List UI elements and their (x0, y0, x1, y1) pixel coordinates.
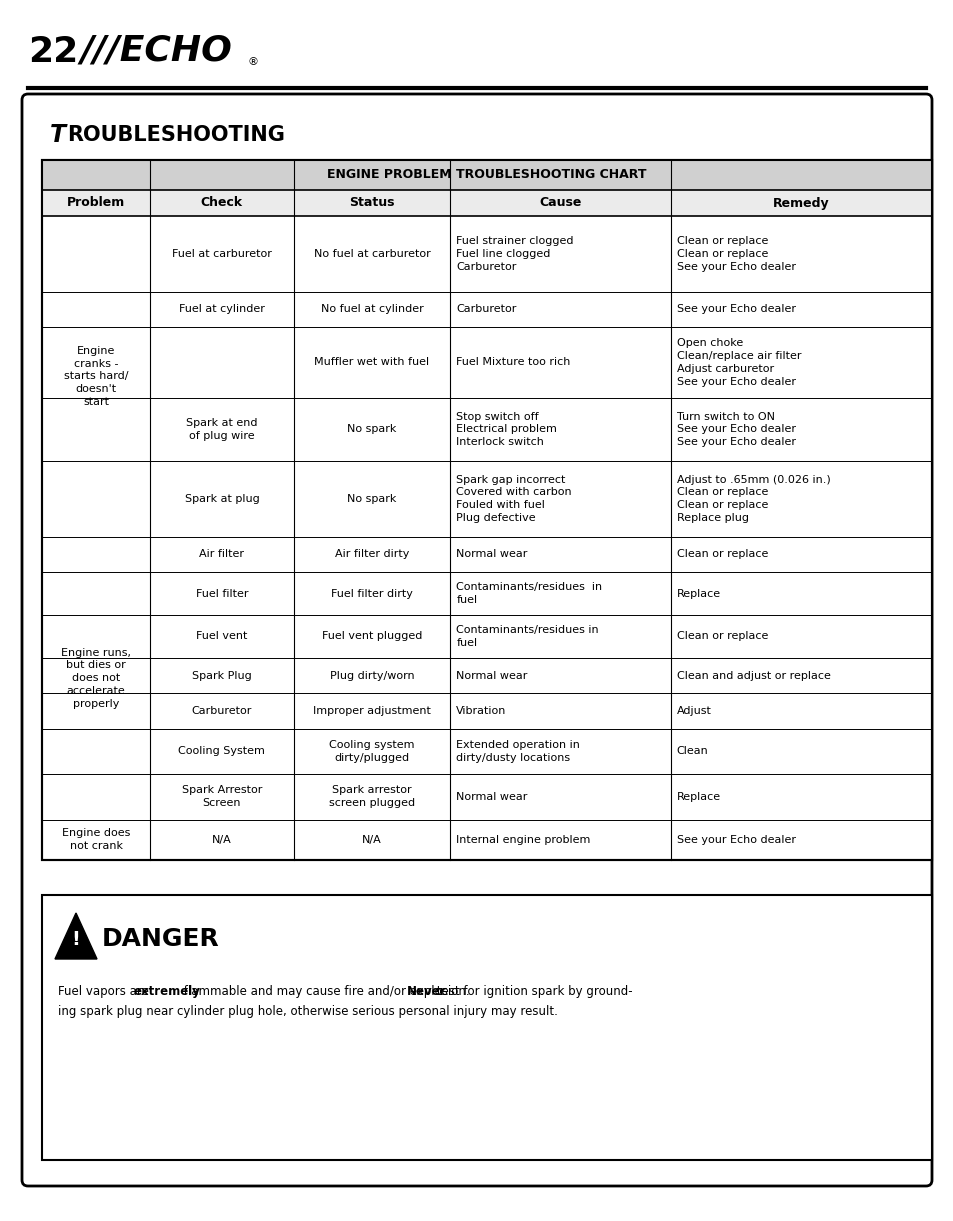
Text: Fuel at carburetor: Fuel at carburetor (172, 249, 272, 259)
Text: Contaminants/residues  in
fuel: Contaminants/residues in fuel (456, 582, 601, 604)
Text: Adjust: Adjust (676, 706, 711, 716)
Bar (42, 895, 931, 1160)
Text: ROUBLESHOOTING: ROUBLESHOOTING (67, 125, 285, 145)
Text: Improper adjustment: Improper adjustment (313, 706, 431, 716)
Text: Never: Never (406, 985, 446, 998)
Text: Cooling System: Cooling System (178, 746, 265, 756)
Text: No spark: No spark (347, 493, 396, 504)
Text: T: T (50, 123, 66, 147)
Text: Fuel filter dirty: Fuel filter dirty (331, 589, 413, 598)
Text: Fuel vent plugged: Fuel vent plugged (321, 631, 421, 641)
Text: ®: ® (248, 57, 258, 67)
Text: Clean or replace: Clean or replace (676, 631, 767, 641)
Text: Problem: Problem (67, 197, 125, 210)
Text: 22: 22 (28, 35, 78, 70)
Text: DANGER: DANGER (102, 927, 219, 951)
Text: Fuel strainer clogged
Fuel line clogged
Carburetor: Fuel strainer clogged Fuel line clogged … (456, 236, 573, 272)
Text: Normal wear: Normal wear (456, 549, 527, 559)
Text: Cause: Cause (538, 197, 581, 210)
Text: Open choke
Clean/replace air filter
Adjust carburetor
See your Echo dealer: Open choke Clean/replace air filter Adju… (676, 338, 801, 387)
Text: ENGINE PROBLEM TROUBLESHOOTING CHART: ENGINE PROBLEM TROUBLESHOOTING CHART (327, 168, 646, 182)
Text: extremely: extremely (133, 985, 200, 998)
Text: Vibration: Vibration (456, 706, 506, 716)
Text: Internal engine problem: Internal engine problem (456, 835, 590, 845)
Text: Plug dirty/worn: Plug dirty/worn (329, 670, 414, 680)
Text: Muffler wet with fuel: Muffler wet with fuel (314, 358, 429, 368)
Text: Spark Arrestor
Screen: Spark Arrestor Screen (182, 785, 262, 808)
Text: Spark arrestor
screen plugged: Spark arrestor screen plugged (329, 785, 415, 808)
Text: Carburetor: Carburetor (192, 706, 252, 716)
Text: Spark Plug: Spark Plug (192, 670, 252, 680)
Text: Adjust to .65mm (0.026 in.)
Clean or replace
Clean or replace
Replace plug: Adjust to .65mm (0.026 in.) Clean or rep… (676, 475, 830, 523)
Bar (42, 190, 931, 216)
Text: Replace: Replace (676, 589, 720, 598)
Text: Extended operation in
dirty/dusty locations: Extended operation in dirty/dusty locati… (456, 740, 579, 763)
Text: Fuel Mixture too rich: Fuel Mixture too rich (456, 358, 570, 368)
Text: No fuel at cylinder: No fuel at cylinder (320, 304, 423, 315)
Text: !: ! (71, 930, 80, 949)
Text: Carburetor: Carburetor (456, 304, 517, 315)
Text: Spark at end
of plug wire: Spark at end of plug wire (186, 418, 257, 441)
Text: Spark at plug: Spark at plug (184, 493, 259, 504)
Text: flammable and may cause fire and/or explosion.: flammable and may cause fire and/or expl… (180, 985, 474, 998)
Text: No fuel at carburetor: No fuel at carburetor (314, 249, 430, 259)
Text: Fuel vent: Fuel vent (196, 631, 248, 641)
Text: No spark: No spark (347, 425, 396, 435)
Text: Replace: Replace (676, 792, 720, 802)
Text: Engine
cranks -
starts hard/
doesn't
start: Engine cranks - starts hard/ doesn't sta… (64, 346, 129, 407)
Text: N/A: N/A (212, 835, 232, 845)
Text: Engine runs,
but dies or
does not
accelerate
properly: Engine runs, but dies or does not accele… (61, 647, 131, 708)
Bar (42, 160, 931, 860)
Text: Contaminants/residues in
fuel: Contaminants/residues in fuel (456, 625, 598, 648)
Text: ing spark plug near cylinder plug hole, otherwise serious personal injury may re: ing spark plug near cylinder plug hole, … (58, 1005, 558, 1018)
Text: Fuel at cylinder: Fuel at cylinder (179, 304, 265, 315)
Text: Clean or replace
Clean or replace
See your Echo dealer: Clean or replace Clean or replace See yo… (676, 236, 795, 272)
Text: Air filter dirty: Air filter dirty (335, 549, 409, 559)
Text: Check: Check (201, 197, 243, 210)
Text: Clean or replace: Clean or replace (676, 549, 767, 559)
Text: Cooling system
dirty/plugged: Cooling system dirty/plugged (329, 740, 415, 763)
Text: Fuel filter: Fuel filter (195, 589, 248, 598)
Text: Turn switch to ON
See your Echo dealer
See your Echo dealer: Turn switch to ON See your Echo dealer S… (676, 411, 795, 447)
Text: N/A: N/A (361, 835, 381, 845)
Text: ///ECHO: ///ECHO (80, 33, 232, 67)
Text: See your Echo dealer: See your Echo dealer (676, 304, 795, 315)
Text: Spark gap incorrect
Covered with carbon
Fouled with fuel
Plug defective: Spark gap incorrect Covered with carbon … (456, 475, 571, 523)
Text: Remedy: Remedy (772, 197, 829, 210)
Text: Fuel vapors are: Fuel vapors are (58, 985, 152, 998)
Text: Clean and adjust or replace: Clean and adjust or replace (676, 670, 830, 680)
Text: Status: Status (349, 197, 395, 210)
Text: Normal wear: Normal wear (456, 792, 527, 802)
Text: See your Echo dealer: See your Echo dealer (676, 835, 795, 845)
Text: Clean: Clean (676, 746, 708, 756)
Text: Engine does
not crank: Engine does not crank (62, 828, 131, 851)
Bar (42, 160, 931, 860)
FancyBboxPatch shape (22, 94, 931, 1186)
Polygon shape (55, 913, 97, 958)
Bar (42, 160, 931, 190)
Text: test for ignition spark by ground-: test for ignition spark by ground- (433, 985, 632, 998)
Text: Stop switch off
Electrical problem
Interlock switch: Stop switch off Electrical problem Inter… (456, 411, 557, 447)
Text: Air filter: Air filter (199, 549, 244, 559)
Text: Normal wear: Normal wear (456, 670, 527, 680)
